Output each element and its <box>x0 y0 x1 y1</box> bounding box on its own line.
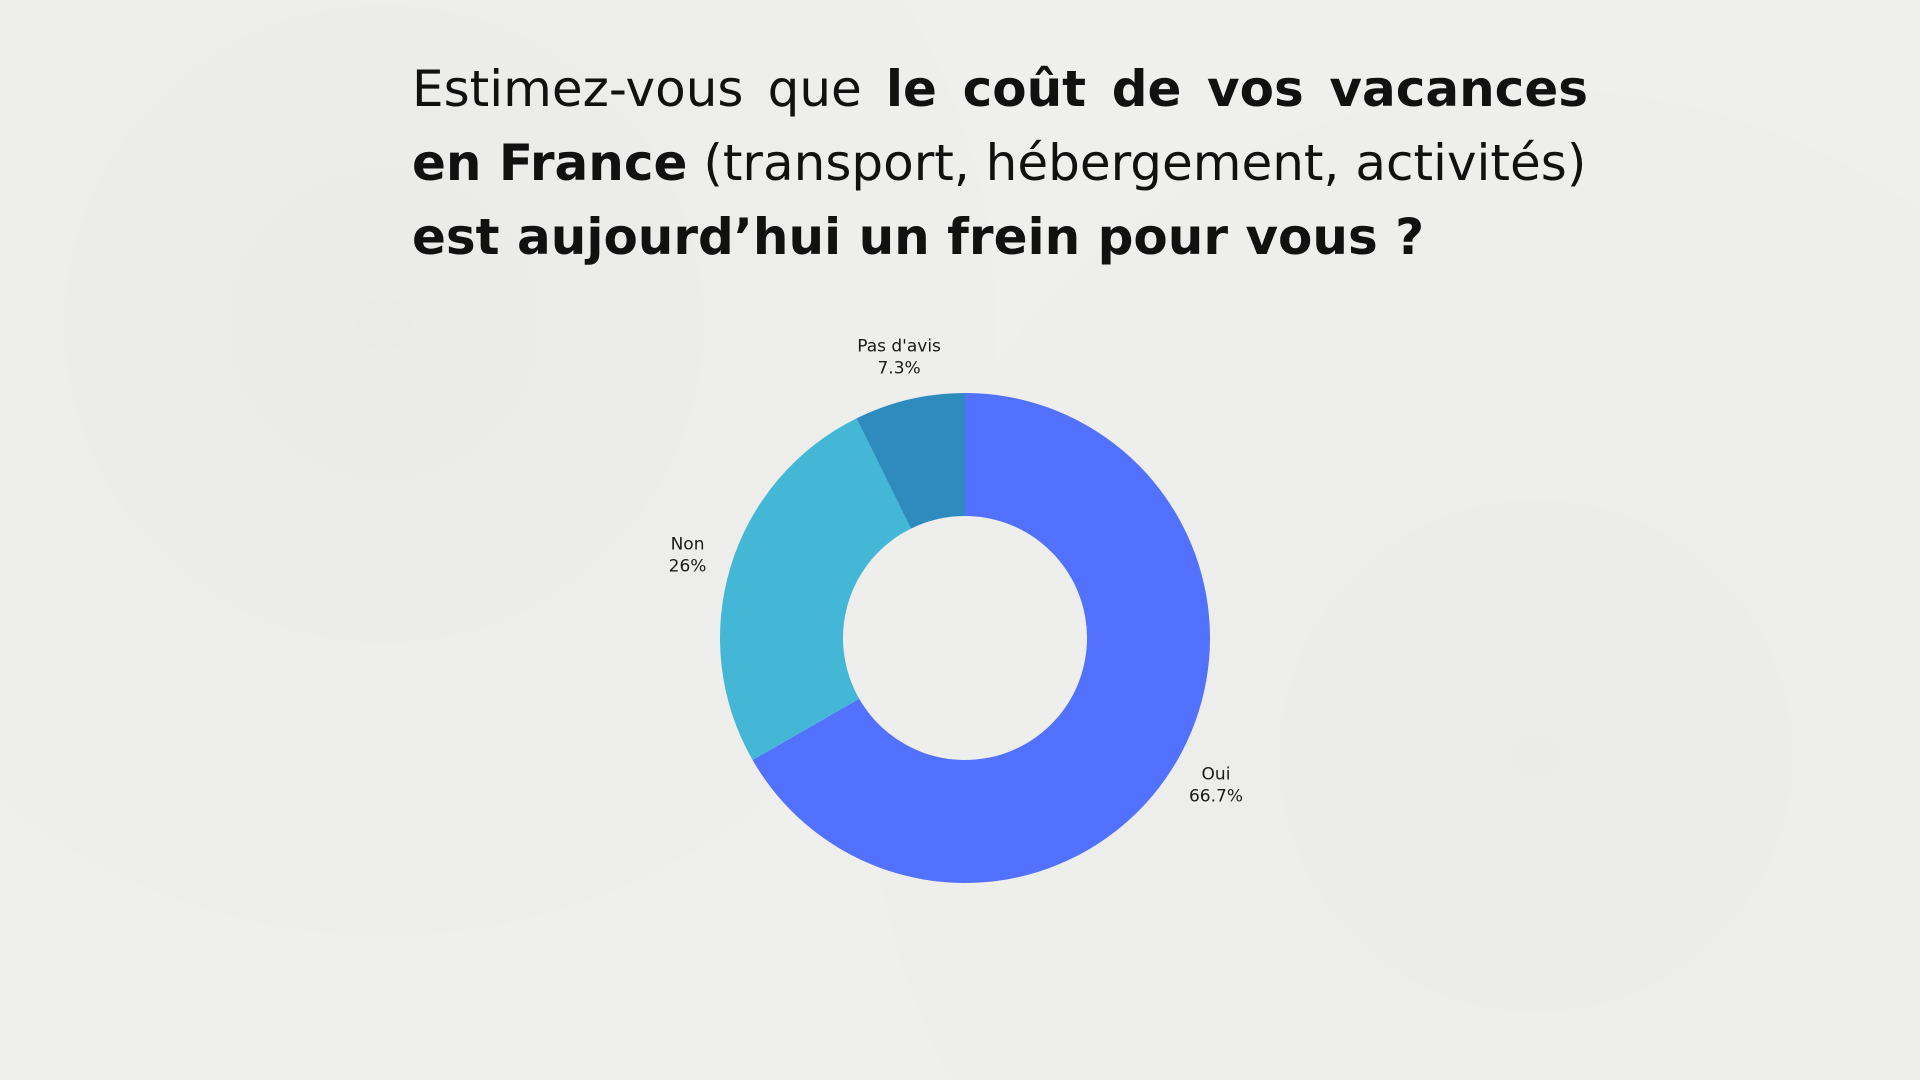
question-text-bold-1: le coût de vos vacances en France <box>412 60 1588 192</box>
slice-non <box>720 418 911 761</box>
question-text-regular-2: (transport, hébergement, activités) <box>687 134 1587 192</box>
slice-label-non: Non 26% <box>669 535 707 577</box>
slice-value-pas-d-avis: 7.3% <box>877 359 920 379</box>
question-text-regular-1: Estimez-vous que <box>412 60 886 118</box>
slice-pas-d-avis <box>856 393 965 529</box>
question-title: Estimez-vous que le coût de vos vacances… <box>412 52 1588 274</box>
slice-category-non: Non <box>671 535 705 555</box>
question-text-bold-2: est aujourd’hui un frein pour vous ? <box>412 208 1425 266</box>
donut-labels: Oui 66.7% Non 26% Pas d'avis 7.3% <box>669 337 1243 807</box>
slice-label-pas-d-avis: Pas d'avis 7.3% <box>857 337 941 379</box>
slice-category-pas-d-avis: Pas d'avis <box>857 337 941 357</box>
slice-label-oui: Oui 66.7% <box>1189 764 1243 806</box>
slice-category-oui: Oui <box>1202 764 1231 784</box>
slice-value-non: 26% <box>669 557 707 577</box>
slice-value-oui: 66.7% <box>1189 786 1243 806</box>
slice-oui <box>752 393 1210 883</box>
donut-slices <box>720 393 1210 883</box>
